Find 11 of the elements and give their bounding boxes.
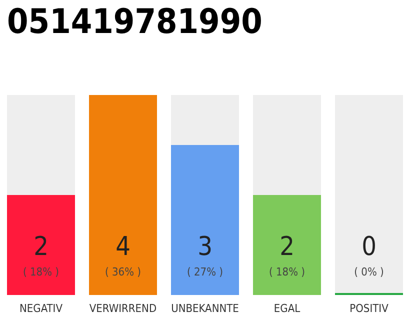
data-label: 3 ( 27% ) — [186, 232, 224, 278]
data-label: 2 ( 18% ) — [22, 232, 60, 278]
x-tick-label: EGAL — [274, 302, 301, 315]
data-label: 2 ( 18% ) — [268, 232, 306, 278]
x-tick-label: VERWIRREND — [89, 302, 157, 315]
x-tick-label: POSITIV — [350, 302, 389, 315]
data-label: 0 ( 0% ) — [354, 232, 384, 278]
x-tick-label: NEGATIV — [20, 302, 63, 315]
x-tick-label: UNBEKANNTE — [171, 302, 239, 315]
chart-title: 051419781990 — [7, 2, 262, 42]
data-label: 4 ( 36% ) — [104, 232, 142, 278]
